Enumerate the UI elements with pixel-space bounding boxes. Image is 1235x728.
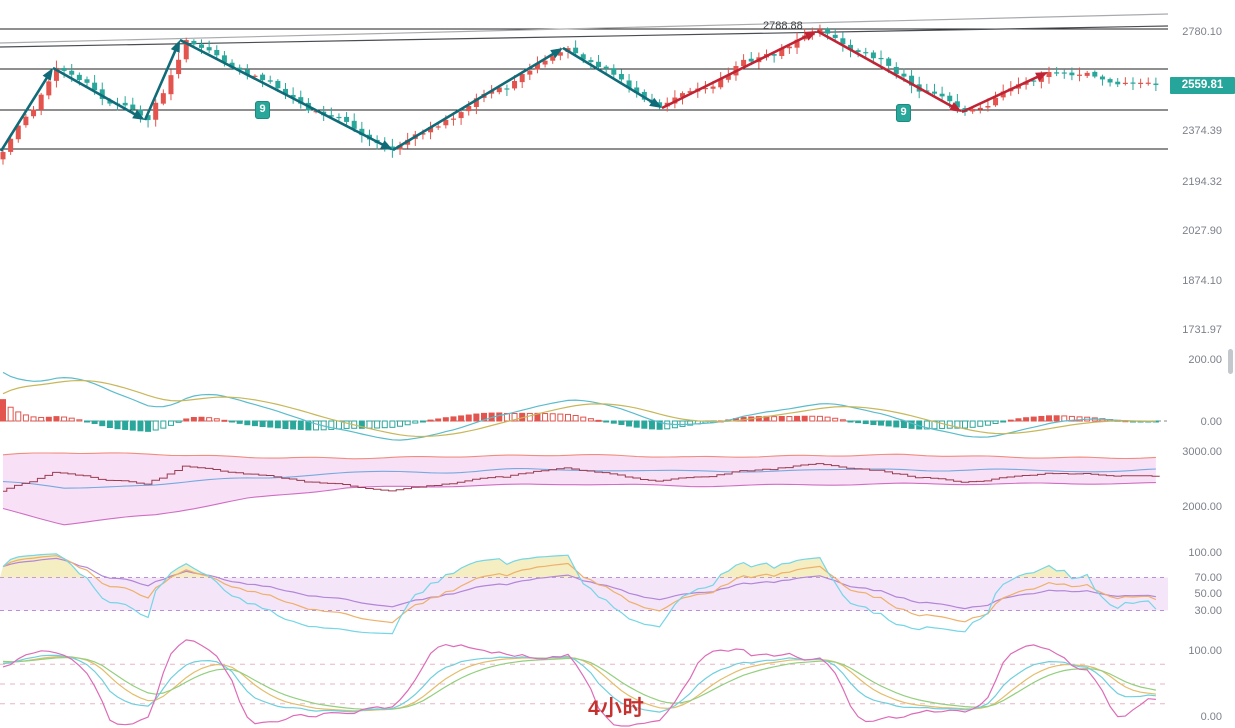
- td9-badge-2: 9: [896, 104, 911, 122]
- axis-label: 30.00: [1194, 605, 1222, 617]
- axis-label: 2027.90: [1182, 225, 1222, 237]
- chart-canvas[interactable]: [0, 0, 1170, 728]
- peak-price-label: 2788.88: [763, 20, 803, 32]
- pane-price: [0, 13, 1169, 165]
- axis-label: 3000.00: [1182, 446, 1222, 458]
- price-axis[interactable]: 2780.10 2374.39 2194.32 2027.90 1874.10 1731.…: [1170, 0, 1235, 728]
- axis-label: 100.00: [1188, 547, 1222, 559]
- pane-macd: [0, 371, 1168, 441]
- axis-label: 70.00: [1194, 572, 1222, 584]
- axis-label: 0.00: [1200, 711, 1222, 723]
- current-price-badge: 2559.81: [1170, 77, 1235, 94]
- axis-label: 50.00: [1194, 588, 1222, 600]
- axis-label: 200.00: [1188, 354, 1222, 366]
- candles: [0, 24, 1159, 165]
- axis-label: 0.00: [1200, 416, 1222, 428]
- axis-label: 2374.39: [1182, 125, 1222, 137]
- td9-badge-1: 9: [255, 101, 270, 119]
- timeframe-label: 4小时: [588, 697, 645, 720]
- axis-label: 1874.10: [1182, 275, 1222, 287]
- axis-label: 2000.00: [1182, 501, 1222, 513]
- axis-label: 2194.32: [1182, 176, 1222, 188]
- axis-label: 100.00: [1188, 645, 1222, 657]
- axis-label: 2780.10: [1182, 26, 1222, 38]
- pane-kdj: [0, 639, 1168, 727]
- scrollbar-thumb[interactable]: [1228, 349, 1233, 374]
- pane-rsi: [0, 553, 1168, 635]
- pane-bands: [2, 452, 1160, 526]
- axis-label: 1731.97: [1182, 324, 1222, 336]
